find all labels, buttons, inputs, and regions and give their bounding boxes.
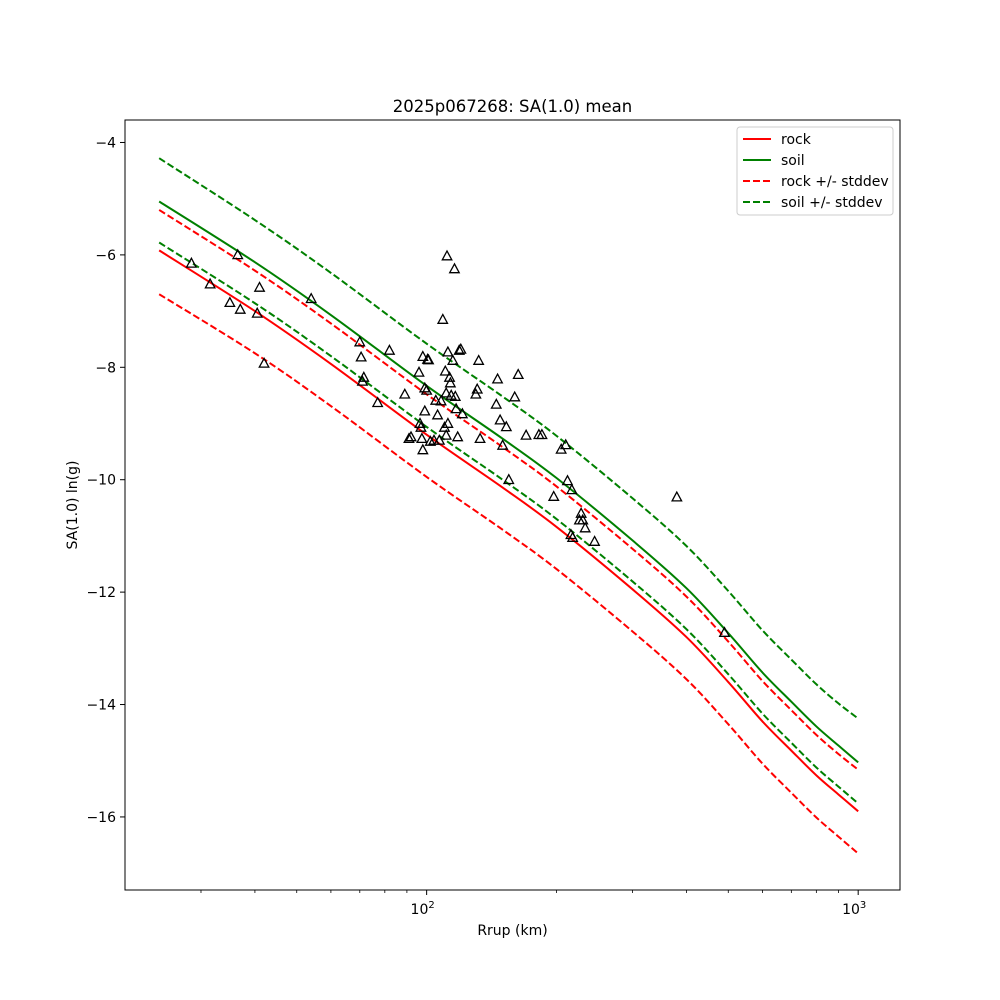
data-point xyxy=(449,390,462,401)
data-point xyxy=(448,262,461,274)
data-point xyxy=(435,394,447,406)
data-point xyxy=(444,376,457,388)
data-point xyxy=(508,390,521,402)
x-axis-label: Rrup (km) xyxy=(477,923,547,939)
x-tick-label: 103 xyxy=(842,900,866,918)
series-line-0 xyxy=(158,249,859,813)
series-line-4 xyxy=(158,157,859,720)
data-point xyxy=(536,428,548,440)
data-point xyxy=(422,353,435,365)
data-point xyxy=(447,354,459,365)
data-point xyxy=(490,398,503,409)
data-point xyxy=(500,420,513,432)
data-point xyxy=(357,371,370,382)
data-point xyxy=(424,435,437,446)
data-point xyxy=(451,430,464,442)
data-point xyxy=(355,350,368,362)
data-point xyxy=(579,521,591,533)
data-point xyxy=(383,344,396,355)
data-point xyxy=(436,313,449,324)
data-point xyxy=(671,490,683,502)
data-point xyxy=(442,345,454,357)
series-line-1 xyxy=(158,200,859,764)
y-tick-label: −8 xyxy=(95,360,116,376)
x-tick-label: 102 xyxy=(411,900,435,918)
data-point xyxy=(251,306,264,318)
y-tick-label: −6 xyxy=(95,248,116,264)
data-point xyxy=(431,408,444,420)
y-tick-label: −10 xyxy=(86,473,116,489)
chart-title: 2025p067268: SA(1.0) mean xyxy=(393,97,632,116)
data-point xyxy=(231,248,244,260)
data-point xyxy=(353,335,366,347)
data-point xyxy=(258,357,270,368)
data-point xyxy=(472,354,485,365)
data-point xyxy=(371,396,384,408)
data-point xyxy=(440,428,452,440)
data-point xyxy=(718,626,731,637)
data-point xyxy=(418,404,431,416)
legend-label: soil +/- stddev xyxy=(781,195,883,211)
data-point xyxy=(559,438,572,450)
data-point xyxy=(417,350,429,362)
data-point xyxy=(496,439,509,450)
data-point xyxy=(547,490,560,501)
data-point xyxy=(398,387,411,399)
data-point xyxy=(234,303,247,314)
series-line-2 xyxy=(158,209,859,771)
y-tick-label: −12 xyxy=(86,585,116,601)
data-point xyxy=(440,386,452,398)
data-point xyxy=(512,368,525,380)
legend-label: rock +/- stddev xyxy=(781,174,889,190)
series-line-5 xyxy=(158,241,859,805)
data-point xyxy=(453,344,466,355)
y-tick-label: −4 xyxy=(95,135,116,151)
series-line-3 xyxy=(158,293,859,855)
data-point xyxy=(471,382,484,394)
legend: rock soil rock +/- stddev soil +/- stddev xyxy=(736,126,894,216)
data-point xyxy=(566,531,579,542)
legend-label: rock xyxy=(781,132,812,148)
data-point xyxy=(474,432,486,444)
data-point xyxy=(455,342,467,354)
legend-box xyxy=(736,126,894,216)
data-point xyxy=(415,432,428,444)
data-point xyxy=(415,421,427,432)
data-point xyxy=(185,256,198,268)
legend-label: soil xyxy=(781,153,805,169)
data-point xyxy=(491,372,504,384)
data-point xyxy=(566,483,578,495)
data-point xyxy=(450,402,462,414)
y-axis-label: SA(1.0) ln(g) xyxy=(65,461,81,550)
data-point xyxy=(561,474,574,486)
data-point xyxy=(417,443,429,455)
data-point xyxy=(588,535,601,546)
y-tick-label: −16 xyxy=(86,810,116,826)
data-point xyxy=(502,473,515,485)
data-point xyxy=(414,417,426,428)
data-point xyxy=(456,407,469,419)
data-point xyxy=(204,277,216,289)
data-point xyxy=(223,296,236,308)
data-point xyxy=(442,417,454,428)
data-point xyxy=(403,432,415,444)
data-point xyxy=(420,383,433,395)
data-point xyxy=(441,249,453,261)
data-point xyxy=(413,366,425,377)
data-point xyxy=(443,371,456,382)
data-point xyxy=(253,281,266,292)
data-point xyxy=(494,413,506,425)
data-point xyxy=(305,292,317,304)
plot-frame xyxy=(124,119,901,891)
data-point xyxy=(576,513,589,525)
data-point xyxy=(405,430,417,442)
data-point xyxy=(429,394,442,405)
data-point xyxy=(439,364,452,376)
y-tick-label: −14 xyxy=(86,698,116,714)
data-point xyxy=(520,428,532,440)
